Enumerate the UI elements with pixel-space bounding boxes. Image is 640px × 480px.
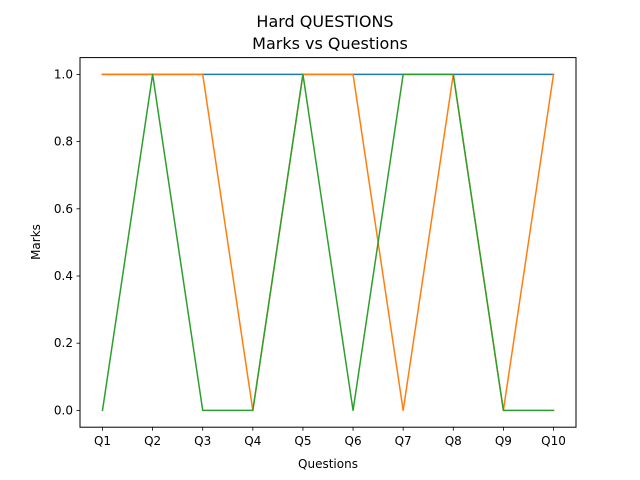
chart-title: Hard QUESTIONS bbox=[256, 12, 393, 31]
plot-frame bbox=[79, 57, 577, 428]
x-tick-label: Q4 bbox=[244, 434, 261, 448]
x-tick-label: Q10 bbox=[541, 434, 566, 448]
x-tick-label: Q1 bbox=[94, 434, 111, 448]
x-tick-label: Q7 bbox=[395, 434, 412, 448]
y-tick-label: 0.8 bbox=[54, 135, 73, 149]
y-tick-label: 0.4 bbox=[54, 269, 73, 283]
x-tick-label: Q8 bbox=[445, 434, 462, 448]
series-line-3 bbox=[101, 73, 555, 412]
y-tick-label: 0.6 bbox=[54, 202, 73, 216]
y-tick-label: 1.0 bbox=[54, 67, 73, 81]
y-tick-label: 0.2 bbox=[54, 336, 73, 350]
x-tick-label: Q9 bbox=[495, 434, 512, 448]
x-tick-label: Q6 bbox=[345, 434, 362, 448]
x-tick-label: Q2 bbox=[144, 434, 161, 448]
chart-subtitle: Marks vs Questions bbox=[252, 34, 408, 53]
x-axis-label: Questions bbox=[298, 457, 358, 471]
x-tick-label: Q3 bbox=[194, 434, 211, 448]
y-axis-label: Marks bbox=[29, 224, 43, 260]
plot-area bbox=[101, 73, 555, 412]
x-tick-label: Q5 bbox=[294, 434, 311, 448]
y-tick-label: 0.0 bbox=[54, 403, 73, 417]
